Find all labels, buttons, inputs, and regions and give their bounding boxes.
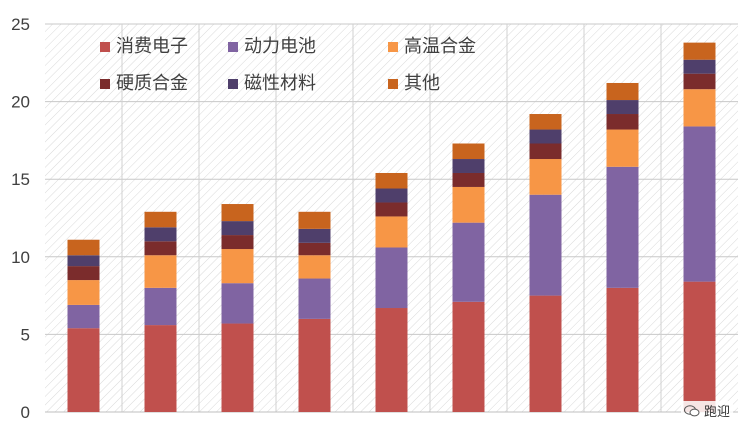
bar-segment xyxy=(144,227,177,242)
bar-segment xyxy=(375,202,408,217)
bar-segment xyxy=(144,255,177,288)
bar-segment xyxy=(144,287,177,326)
bar-segment xyxy=(67,239,100,256)
legend-swatch xyxy=(228,79,238,89)
watermark-text: 跑迎 xyxy=(703,405,730,420)
legend-item: 其他 xyxy=(388,73,440,94)
legend-item: 硬质合金 xyxy=(100,73,188,94)
bar-segment xyxy=(452,222,485,302)
bar-segment xyxy=(298,278,331,319)
legend-swatch xyxy=(228,42,238,52)
bar-segment xyxy=(144,325,177,412)
y-tick-label: 0 xyxy=(21,403,30,422)
bar-segment xyxy=(221,221,254,236)
bar-segment xyxy=(452,143,485,160)
y-tick-label: 10 xyxy=(11,248,30,267)
bar-segment xyxy=(452,186,485,223)
bar-segment xyxy=(529,129,562,144)
legend-item: 高温合金 xyxy=(388,36,476,57)
wechat-icon xyxy=(683,404,700,416)
bar-segment xyxy=(606,100,639,115)
bar-segment xyxy=(221,283,254,324)
y-tick-label: 20 xyxy=(11,93,30,112)
bar-segment xyxy=(298,255,331,279)
bar-segment xyxy=(221,323,254,412)
bar-segment xyxy=(452,172,485,187)
bars xyxy=(67,42,716,412)
bar-segment xyxy=(221,249,254,284)
bar-segment xyxy=(67,304,100,329)
y-tick-label: 15 xyxy=(11,170,30,189)
bar-segment xyxy=(375,308,408,412)
bar-segment xyxy=(298,318,331,412)
bar-segment xyxy=(375,247,408,309)
legend-swatch xyxy=(100,79,110,89)
legend-label: 动力电池 xyxy=(244,36,316,57)
bar-segment xyxy=(375,216,408,248)
bar-segment xyxy=(375,188,408,203)
legend-label: 其他 xyxy=(404,73,440,94)
legend-label: 高温合金 xyxy=(404,36,476,57)
bar-segment xyxy=(298,242,331,256)
legend-item: 动力电池 xyxy=(228,36,316,57)
bar-segment xyxy=(67,328,100,412)
bar-segment xyxy=(144,211,177,228)
bar-segment xyxy=(298,228,331,243)
bar-segment xyxy=(606,82,639,101)
bar-segment xyxy=(529,295,562,412)
bar-segment xyxy=(67,266,100,281)
bar-segment xyxy=(375,172,408,189)
bar-segment xyxy=(529,194,562,296)
y-tick-label: 5 xyxy=(21,325,30,344)
bar-segment xyxy=(529,143,562,160)
legend-label: 硬质合金 xyxy=(116,73,188,94)
bar-segment xyxy=(452,301,485,412)
legend-label: 磁性材料 xyxy=(244,73,316,94)
bar-segment xyxy=(221,235,254,250)
watermark: 跑迎 xyxy=(680,401,733,420)
bar-segment xyxy=(683,281,716,412)
legend-item: 磁性材料 xyxy=(228,73,316,94)
bar-segment xyxy=(683,73,716,90)
legend-swatch xyxy=(100,42,110,52)
y-tick-label: 25 xyxy=(11,15,30,34)
bar-segment xyxy=(529,159,562,195)
bar-segment xyxy=(683,126,716,282)
bar-segment xyxy=(606,166,639,288)
bar-segment xyxy=(683,42,716,60)
bar-segment xyxy=(221,204,254,222)
bar-segment xyxy=(452,159,485,173)
bar-segment xyxy=(144,241,177,256)
bar-segment xyxy=(529,114,562,130)
bar-segment xyxy=(67,255,100,267)
bar-segment xyxy=(683,59,716,74)
bar-segment xyxy=(683,89,716,127)
legend-swatch xyxy=(388,42,398,52)
bar-segment xyxy=(606,287,639,412)
legend-swatch xyxy=(388,79,398,89)
bar-segment xyxy=(298,211,331,229)
bar-segment xyxy=(606,114,639,130)
legend-item: 消费电子 xyxy=(100,36,188,57)
bar-segment xyxy=(67,280,100,305)
legend-label: 消费电子 xyxy=(116,36,188,57)
bar-segment xyxy=(606,129,639,167)
